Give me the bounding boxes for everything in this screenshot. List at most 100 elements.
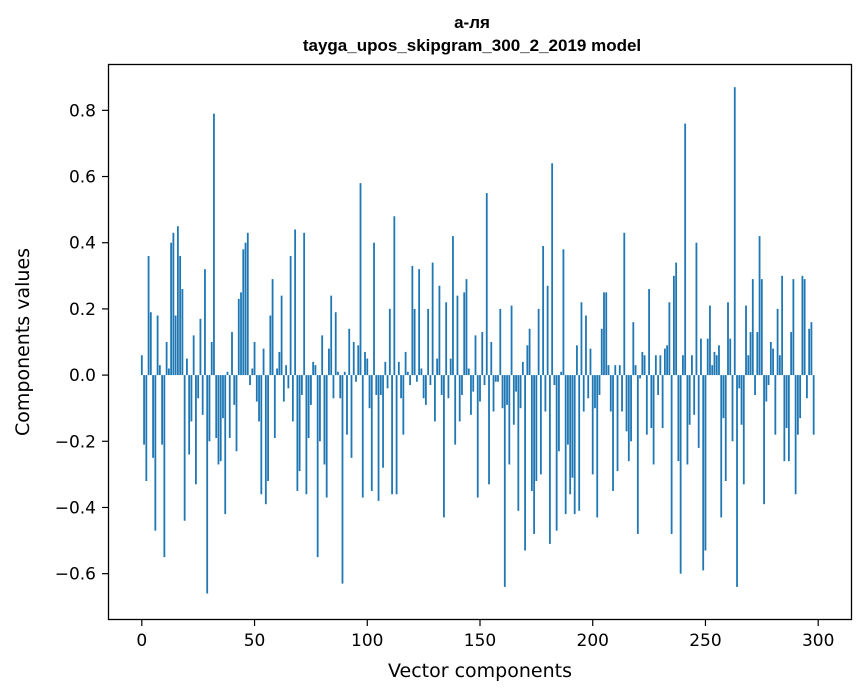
bar <box>429 375 432 386</box>
bar <box>440 375 443 395</box>
bar <box>776 308 779 376</box>
bar <box>643 355 646 376</box>
bar <box>603 292 605 376</box>
bar <box>524 375 526 551</box>
bar <box>691 355 693 376</box>
chart-title: а-ля <box>454 13 490 32</box>
bar <box>411 265 414 376</box>
bar <box>341 375 344 584</box>
bar <box>763 375 765 505</box>
bar <box>796 375 799 435</box>
bar <box>246 232 249 376</box>
bar <box>350 375 353 458</box>
bar <box>535 375 538 481</box>
bar <box>237 298 240 376</box>
bar <box>700 338 702 376</box>
bar <box>197 375 200 399</box>
bar <box>391 375 393 495</box>
bar <box>231 332 233 376</box>
bar <box>727 302 729 376</box>
bar <box>571 375 574 478</box>
bar <box>240 292 242 376</box>
y-tick-label: 0.6 <box>69 168 96 188</box>
bar <box>379 375 382 395</box>
bar <box>463 292 466 376</box>
bar <box>677 375 680 462</box>
bar <box>663 348 666 376</box>
bar <box>404 351 407 376</box>
bar <box>801 275 804 376</box>
bar <box>497 375 499 382</box>
chart-subtitle: tayga_upos_skipgram_300_2_2019 model <box>303 36 641 55</box>
bar <box>666 345 669 376</box>
bar <box>630 375 632 442</box>
bar <box>589 348 592 376</box>
bar <box>397 361 400 376</box>
bar <box>769 342 772 376</box>
bar <box>352 342 355 376</box>
bar <box>447 375 450 399</box>
bar <box>260 375 263 495</box>
bar <box>296 375 299 491</box>
x-axis-label: Vector components <box>388 660 572 682</box>
bar <box>765 375 768 402</box>
bar <box>648 289 650 376</box>
bar <box>645 375 648 435</box>
bar <box>760 279 763 376</box>
bar <box>686 375 689 465</box>
bar <box>806 375 808 399</box>
x-tick-label: 100 <box>351 631 383 651</box>
bar <box>316 375 319 558</box>
bar <box>614 365 617 376</box>
x-tick-label: 50 <box>244 631 266 651</box>
x-tick-label: 300 <box>802 631 834 651</box>
bar <box>330 295 333 376</box>
bar <box>445 302 448 376</box>
bar <box>530 375 533 491</box>
bar <box>332 375 335 399</box>
bar <box>400 375 402 399</box>
bar <box>420 368 423 376</box>
bar <box>449 358 452 376</box>
bar <box>485 193 488 376</box>
bar <box>654 355 657 376</box>
bar <box>756 332 759 376</box>
bar <box>515 375 517 392</box>
bar <box>569 375 572 495</box>
bar <box>174 315 177 376</box>
bar <box>264 375 267 505</box>
bar <box>195 375 197 485</box>
bar <box>758 236 761 376</box>
bar <box>280 295 283 376</box>
bar <box>228 375 231 438</box>
bar <box>377 375 380 501</box>
bar <box>190 375 193 422</box>
bar <box>787 375 790 462</box>
bar <box>488 375 490 485</box>
x-tick-label: 250 <box>689 631 721 651</box>
bar <box>558 375 560 452</box>
bar <box>774 375 777 435</box>
bar <box>156 315 159 376</box>
bar <box>749 332 752 376</box>
bar <box>621 375 623 412</box>
bar <box>745 305 747 376</box>
bar <box>596 375 599 518</box>
bar <box>585 315 587 376</box>
bar <box>476 375 479 498</box>
bar <box>542 246 545 376</box>
bar <box>337 371 339 376</box>
bar <box>533 375 536 534</box>
bar <box>235 375 238 452</box>
bar <box>481 332 484 376</box>
bar <box>409 375 412 386</box>
bar <box>472 375 475 392</box>
bar <box>176 226 179 376</box>
bar <box>382 375 384 468</box>
bar <box>319 375 321 442</box>
bar <box>427 308 430 376</box>
bar <box>711 365 714 376</box>
y-tick-label: 0.4 <box>69 234 96 254</box>
x-tick-label: 150 <box>464 631 496 651</box>
